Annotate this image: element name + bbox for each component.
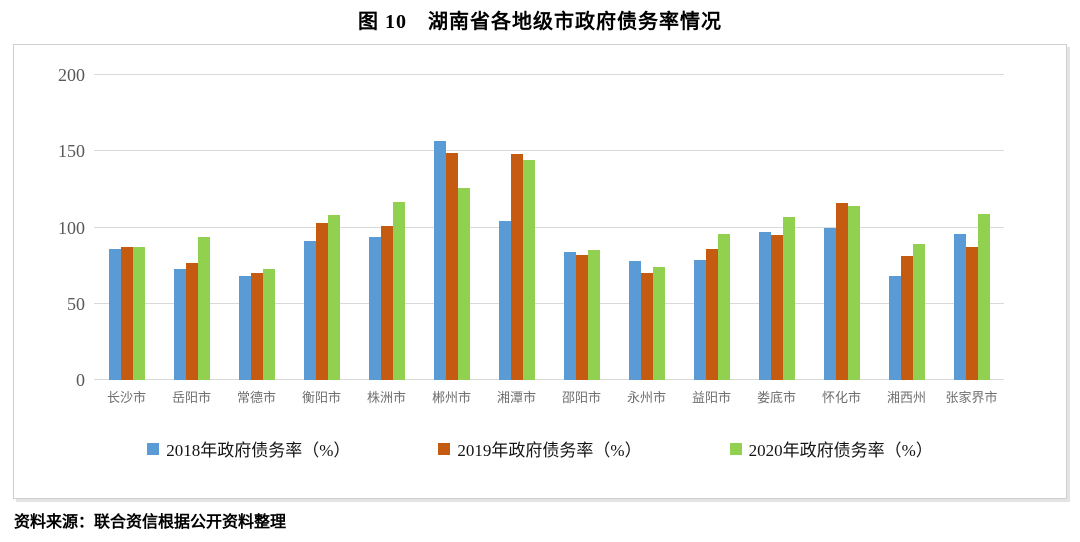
x-tick-label-怀化市: 怀化市 (821, 390, 861, 405)
bar-2019-郴州市 (445, 152, 458, 380)
bar-2018-张家界市 (953, 233, 966, 380)
y-tick-label-50: 50 (67, 293, 85, 314)
bar-2018-娄底市 (758, 232, 771, 380)
bar-2019-湘西州 (900, 256, 913, 380)
bar-2018-常德市 (238, 276, 251, 380)
legend: 2018年政府债务率（%） 2019年政府债务率（%） 2020年政府债务率（%） (14, 436, 1066, 461)
gridline-50 (94, 302, 1004, 304)
bar-2018-长沙市 (108, 248, 121, 380)
bar-2020-邵阳市 (587, 250, 600, 380)
bar-2020-株洲市 (392, 201, 405, 380)
bar-group-益阳市 (679, 75, 744, 380)
bar-2020-常德市 (262, 268, 275, 380)
bar-group-岳阳市 (159, 75, 224, 380)
legend-item-2019: 2019年政府债务率（%） (438, 436, 642, 461)
y-tick-label-150: 150 (58, 141, 85, 162)
x-tick-label-郴州市: 郴州市 (431, 390, 471, 405)
source-note: 资料来源：联合资信根据公开资料整理 (14, 514, 287, 531)
bar-2020-益阳市 (717, 233, 730, 380)
bar-2020-张家界市 (977, 213, 990, 380)
bar-2018-郴州市 (433, 140, 446, 380)
x-axis-labels: 长沙市 岳阳市 常德市 衡阳市 株洲市 郴州市 湘潭市 邵阳市 永州市 益阳市 娄底市 怀化市 湘西州 张… (94, 387, 1004, 406)
chart-title: 图 10 湖南省各地级市政府债务率情况 (358, 11, 722, 33)
bar-2020-郴州市 (457, 187, 470, 380)
bar-group-常德市 (224, 75, 289, 380)
bar-group-衡阳市 (289, 75, 354, 380)
bar-2018-湘西州 (888, 276, 901, 380)
bar-2018-怀化市 (823, 227, 836, 380)
x-tick-label-湘潭市: 湘潭市 (496, 390, 536, 405)
bar-group-湘西州 (874, 75, 939, 380)
legend-marker-icon (438, 442, 451, 455)
x-tick-label-益阳市: 益阳市 (691, 390, 731, 405)
bar-2019-永州市 (640, 273, 653, 380)
x-tick-label-邵阳市: 邵阳市 (561, 390, 601, 405)
bar-2018-株洲市 (368, 236, 381, 380)
bar-2018-益阳市 (693, 259, 706, 380)
y-axis-labels: 0 50 100 150 200 (14, 66, 94, 389)
bar-2019-湘潭市 (510, 154, 523, 380)
x-tick-label-株洲市: 株洲市 (366, 390, 406, 405)
bar-2019-张家界市 (965, 247, 978, 380)
x-tick-label-长沙市: 长沙市 (106, 390, 146, 405)
bar-2018-岳阳市 (173, 268, 186, 380)
bar-group-娄底市 (744, 75, 809, 380)
bar-group-长沙市 (94, 75, 159, 380)
gridline-0 (94, 379, 1004, 380)
legend-label: 2019年政府债务率（%） (457, 441, 642, 460)
legend-marker-icon (147, 442, 160, 455)
bar-2019-娄底市 (770, 235, 783, 380)
bar-group-郴州市 (419, 75, 484, 380)
legend-label: 2020年政府债务率（%） (748, 441, 933, 460)
bars-area (94, 75, 1004, 380)
bar-2020-永州市 (652, 267, 665, 380)
bar-2020-岳阳市 (197, 236, 210, 380)
gridline-150 (94, 150, 1004, 152)
bar-2019-长沙市 (120, 247, 133, 380)
x-tick-label-娄底市: 娄底市 (756, 390, 796, 405)
bar-2019-衡阳市 (315, 222, 328, 380)
legend-marker-icon (729, 442, 742, 455)
bar-group-株洲市 (354, 75, 419, 380)
bar-2019-邵阳市 (575, 254, 588, 380)
legend-item-2018: 2018年政府债务率（%） (147, 436, 350, 461)
x-tick-label-永州市: 永州市 (626, 390, 666, 405)
legend-label: 2018年政府债务率（%） (166, 441, 351, 460)
bar-2020-娄底市 (782, 216, 795, 380)
bar-2019-岳阳市 (185, 262, 198, 380)
x-tick-label-常德市: 常德市 (236, 390, 276, 405)
gridline-100 (94, 226, 1004, 228)
bar-group-张家界市 (939, 75, 1004, 380)
y-tick-label-200: 200 (58, 65, 85, 85)
bar-2019-株洲市 (380, 225, 393, 380)
bar-group-怀化市 (809, 75, 874, 380)
x-tick-label-湘西州: 湘西州 (886, 390, 926, 405)
bar-2018-永州市 (628, 261, 641, 380)
bar-2019-怀化市 (835, 203, 848, 380)
legend-item-2020: 2020年政府债务率（%） (729, 436, 933, 461)
y-tick-label-100: 100 (58, 217, 85, 238)
bar-2020-湘潭市 (522, 160, 535, 380)
chart-frame: 0 50 100 150 200 长沙市 岳阳市 常德市 衡阳市 株洲市 郴州市 湘潭市 邵阳市 永州市… (13, 44, 1067, 499)
bar-2018-湘潭市 (498, 221, 511, 380)
bar-2019-常德市 (250, 273, 263, 380)
bar-2020-湘西州 (912, 244, 925, 380)
x-tick-label-岳阳市: 岳阳市 (171, 390, 211, 405)
y-tick-label-0: 0 (76, 370, 85, 390)
gridline-200 (94, 74, 1004, 75)
bar-2020-怀化市 (847, 206, 860, 380)
x-tick-label-张家界市: 张家界市 (945, 390, 998, 405)
bar-2020-长沙市 (132, 247, 145, 380)
bar-2019-益阳市 (705, 248, 718, 380)
plot-area (94, 74, 1004, 380)
bar-2018-衡阳市 (303, 241, 316, 380)
bar-2018-邵阳市 (563, 251, 576, 380)
x-tick-label-衡阳市: 衡阳市 (301, 390, 341, 405)
bar-2020-衡阳市 (327, 215, 340, 380)
bar-group-湘潭市 (484, 75, 549, 380)
bar-group-邵阳市 (549, 75, 614, 380)
bar-group-永州市 (614, 75, 679, 380)
